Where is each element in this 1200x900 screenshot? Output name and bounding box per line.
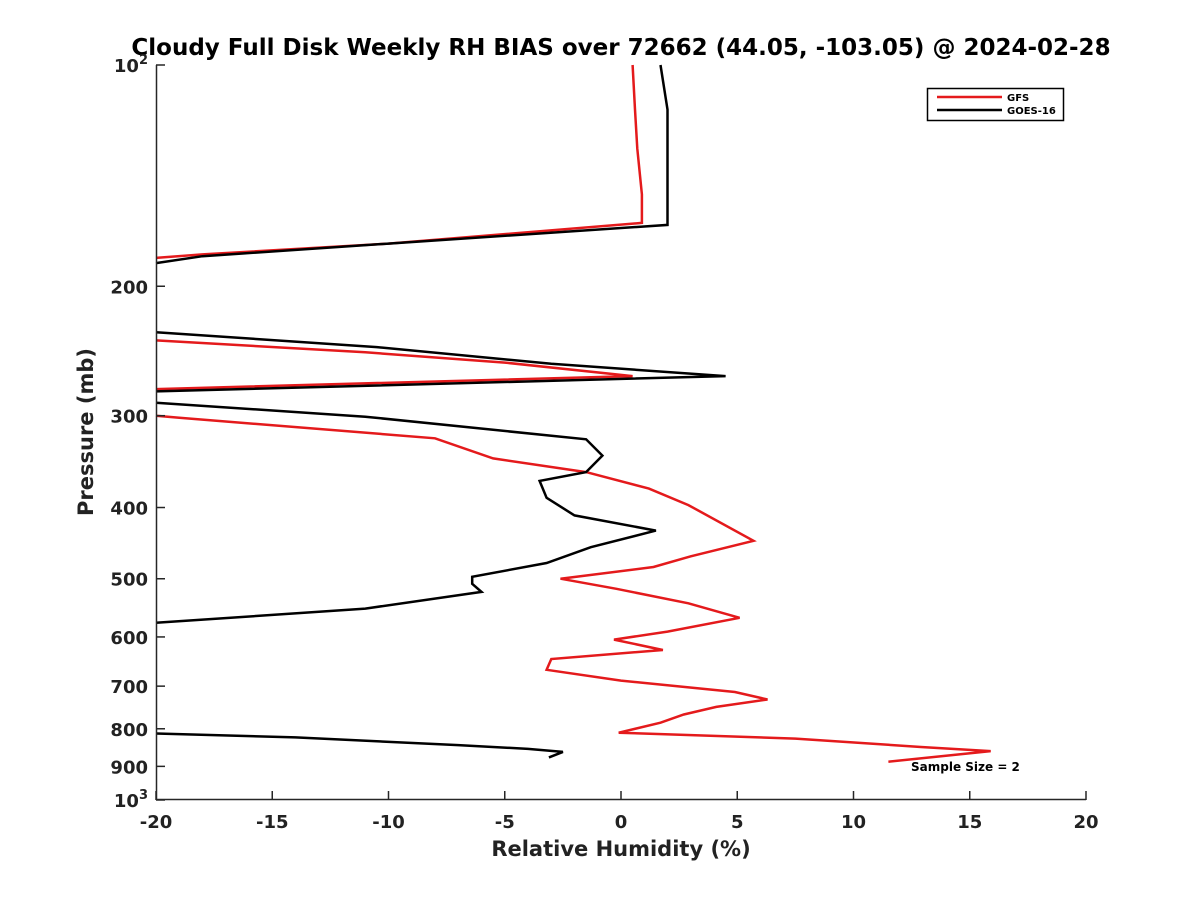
x-tick-label: 20 [1073,812,1098,833]
y-axis-label: Pressure (mb) [74,348,98,516]
y-tick-label: 500 [110,570,148,591]
chart-title: Cloudy Full Disk Weekly RH BIAS over 726… [131,35,1110,61]
y-tick-label: 200 [110,277,148,298]
legend: GFS GOES-16 [926,87,1065,122]
series-line-goes-16 [155,732,564,759]
y-tick-label: 300 [110,407,148,428]
series-line-goes-16 [155,64,669,265]
x-tick-label: 10 [841,812,866,833]
y-tick-label: 103 [114,788,148,812]
y-tick-label: 900 [110,757,148,778]
y-tick-label: 102 [114,53,148,77]
series-line-gfs [155,339,633,391]
x-tick-label: 5 [731,812,744,833]
series-line-goes-16 [155,401,657,625]
x-tick-label: -15 [256,812,289,833]
x-tick-label: -5 [495,812,515,833]
x-tick-label: 15 [957,812,982,833]
series-line-gfs [155,64,644,260]
x-tick-label: -20 [140,812,173,833]
x-axis-label: Relative Humidity (%) [491,837,750,861]
sample-size-annotation: Sample Size = 2 [911,760,1020,774]
legend-label-goes16: GOES-16 [1007,106,1056,117]
legend-box [926,87,1065,122]
x-tick-label: 0 [615,812,628,833]
y-tick-label: 400 [110,499,148,520]
y-tick-label: 800 [110,720,148,741]
series-line-gfs [155,414,991,763]
x-ticks: -20 -15 -10 -5 0 5 10 15 20 [140,791,1099,833]
series-line-goes-16 [155,331,726,393]
x-tick-label: -10 [372,812,405,833]
series-layer [155,64,991,763]
y-tick-label: 600 [110,628,148,649]
legend-label-gfs: GFS [1007,93,1029,104]
y-ticks: 102 200 300 400 500 600 700 800 900 103 [110,53,165,812]
y-tick-label: 700 [110,677,148,698]
